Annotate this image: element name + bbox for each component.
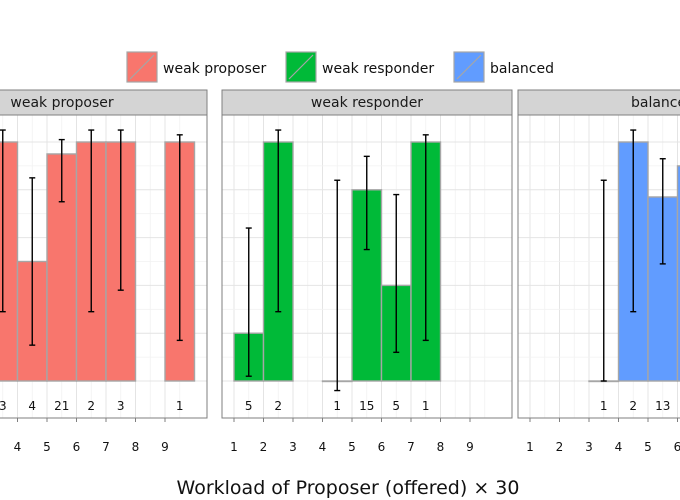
panel-weak-proposer: 34212312weak proposer123456789 — [0, 89, 208, 454]
x-tick-label: 8 — [132, 440, 140, 454]
count-label: 2 — [274, 399, 282, 413]
count-label: 3 — [0, 399, 7, 413]
x-tick-label: 9 — [466, 440, 474, 454]
count-label: 5 — [245, 399, 253, 413]
facet-strip — [0, 89, 208, 116]
x-tick-label: 4 — [319, 440, 327, 454]
x-tick-label: 4 — [615, 440, 623, 454]
bar — [676, 165, 680, 382]
legend-item-balanced: balanced — [453, 51, 554, 83]
panel-balanced: 1213balanced123456789 — [517, 89, 680, 454]
x-tick-label: 6 — [73, 440, 81, 454]
panel-weak-responder: 5 2 1 15 5 1 weak responder 1 2 3 4 5 6 7 8 9 — [221, 89, 513, 454]
count-label: 4 — [28, 399, 36, 413]
x-tick-label: 2 — [260, 440, 268, 454]
x-tick-label: 5 — [644, 440, 652, 454]
facet-title: weak proposer — [10, 95, 113, 111]
x-tick-label: 5 — [348, 440, 356, 454]
facet-title: balanced — [631, 95, 680, 111]
count-label: 15 — [359, 399, 374, 413]
count-label: 2 — [629, 399, 637, 413]
legend-label: weak responder — [322, 61, 434, 77]
count-label: 21 — [54, 399, 69, 413]
legend-swatch-diagonal — [288, 54, 314, 80]
count-label: 1 — [333, 399, 341, 413]
panels: 34212312weak proposer1234567895211551wea… — [0, 89, 680, 454]
facet-title: weak responder — [311, 95, 423, 111]
legend-swatch-diagonal — [129, 54, 155, 80]
legend-label: weak proposer — [163, 61, 266, 77]
legend-label: balanced — [490, 61, 554, 77]
facet-strip — [221, 89, 513, 116]
count-label: 1 — [600, 399, 608, 413]
x-tick-label: 3 — [585, 440, 593, 454]
legend: weak proposer weak responder balanced — [126, 51, 554, 83]
x-tick-label: 6 — [674, 440, 680, 454]
x-tick-label: 6 — [378, 440, 386, 454]
count-label: 5 — [392, 399, 400, 413]
x-tick-label: 9 — [161, 440, 169, 454]
legend-swatch-diagonal — [456, 54, 482, 80]
x-tick-label: 1 — [526, 440, 534, 454]
facet-strip — [517, 89, 680, 116]
count-label: 13 — [655, 399, 670, 413]
legend-item-weak-proposer: weak proposer — [126, 51, 266, 83]
count-label: 2 — [87, 399, 95, 413]
x-tick-label: 5 — [43, 440, 51, 454]
count-label: 3 — [117, 399, 125, 413]
legend-item-weak-responder: weak responder — [285, 51, 434, 83]
count-label: 1 — [176, 399, 184, 413]
x-tick-label: 8 — [437, 440, 445, 454]
x-tick-label: 2 — [556, 440, 564, 454]
x-axis-label: Workload of Proposer (offered) × 30 — [177, 477, 520, 499]
x-tick-label: 1 — [230, 440, 238, 454]
count-label: 1 — [422, 399, 430, 413]
x-tick-label: 3 — [289, 440, 297, 454]
x-tick-label: 4 — [14, 440, 22, 454]
x-tick-label: 7 — [102, 440, 110, 454]
x-tick-label: 7 — [407, 440, 415, 454]
